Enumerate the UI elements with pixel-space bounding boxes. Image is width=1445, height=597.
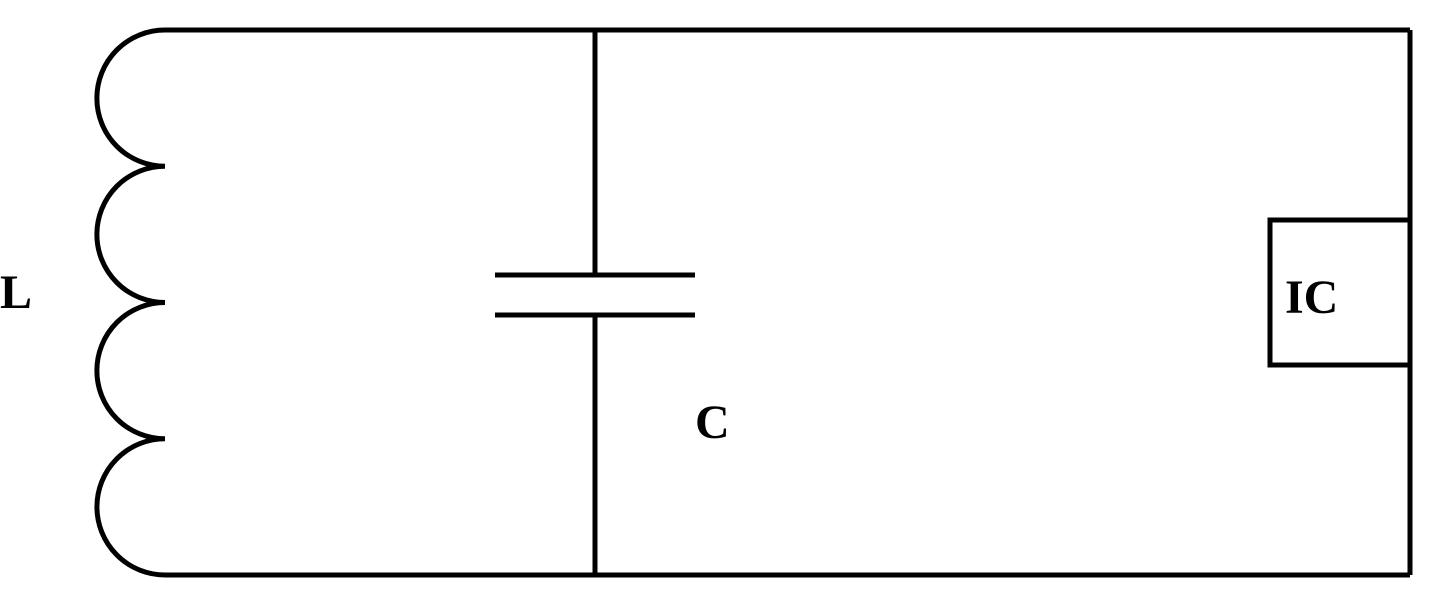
capacitor-label: C xyxy=(695,395,730,450)
inductor-label: L xyxy=(0,265,32,320)
circuit-diagram xyxy=(0,0,1445,597)
ic-label: IC xyxy=(1285,270,1338,325)
